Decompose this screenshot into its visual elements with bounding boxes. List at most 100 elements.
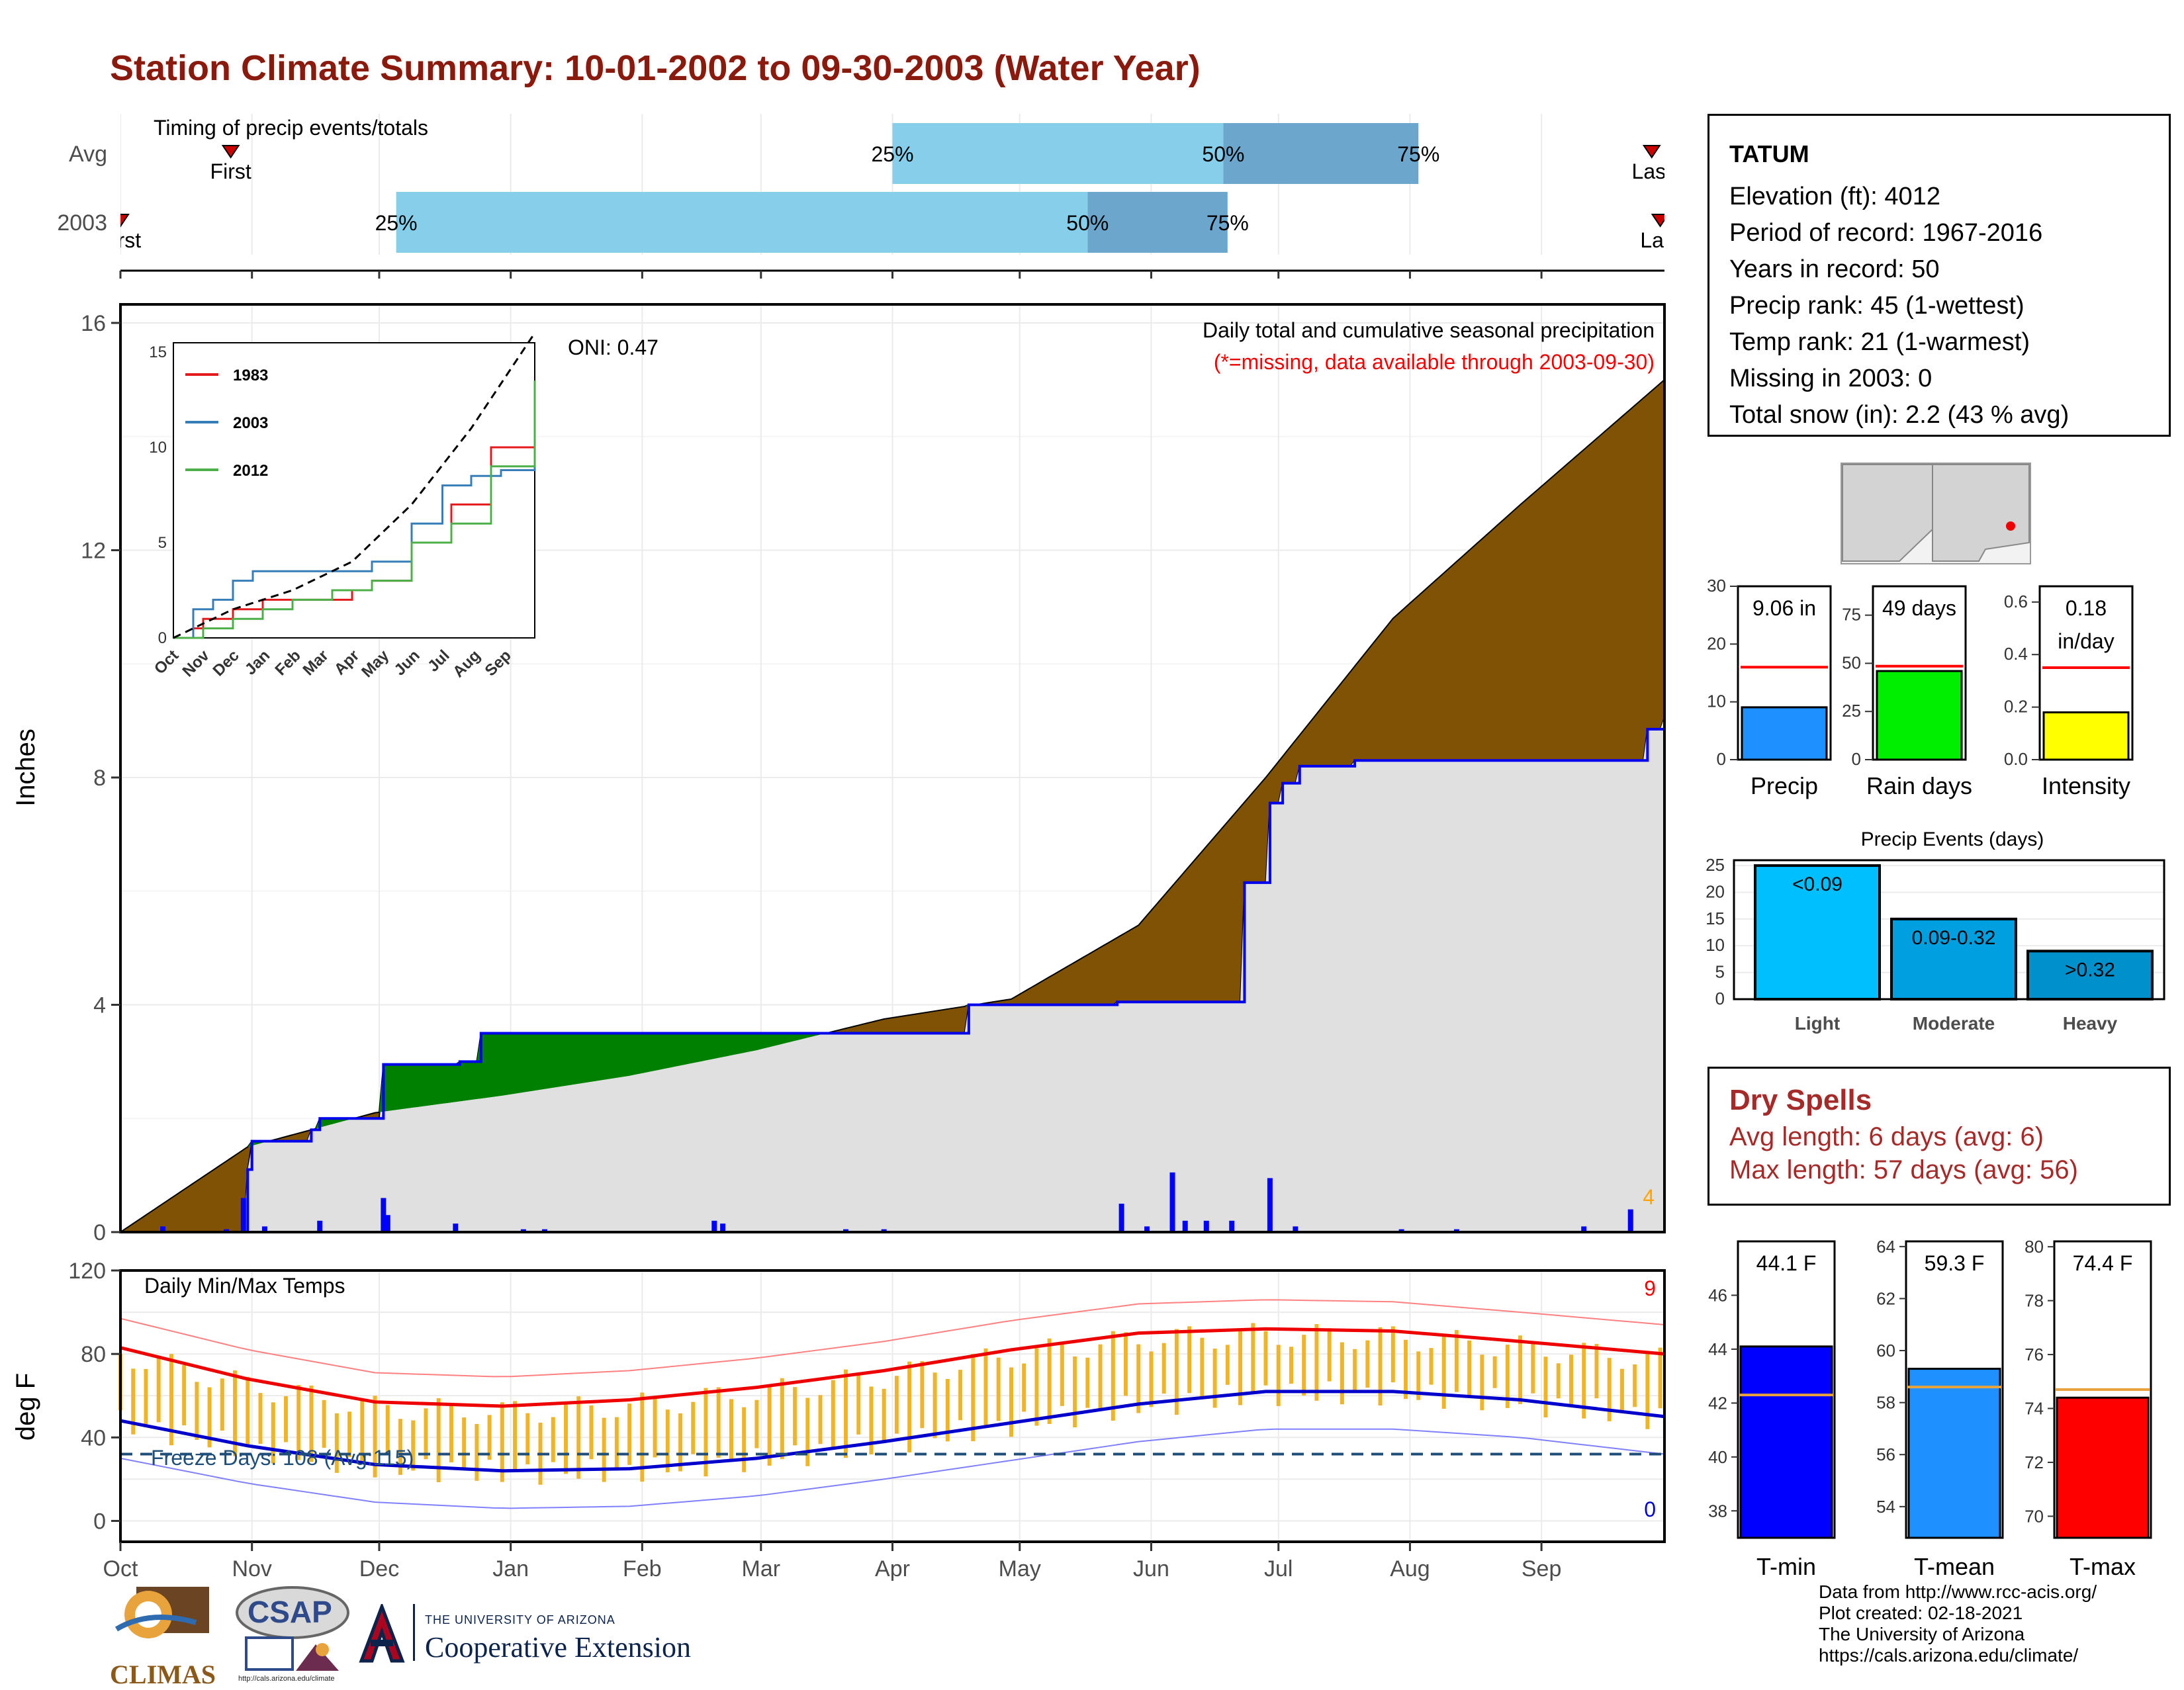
tmin-summary-tick-label: 42	[1708, 1393, 1727, 1413]
daily-temp-bar	[653, 1396, 657, 1458]
station-line: Elevation (ft): 4012	[1729, 183, 1940, 210]
daily-temp-bar	[144, 1368, 148, 1427]
daily-temp-bar	[869, 1386, 874, 1454]
inset-y-tick-label: 5	[158, 534, 167, 552]
precip-panel-title: Daily total and cumulative seasonal prec…	[1203, 318, 1655, 342]
daily-temp-bar	[1238, 1330, 1243, 1405]
precip-summary-bar	[1741, 706, 1828, 761]
daily-temp-bar	[1060, 1344, 1064, 1406]
temp-x-tick-label: Mar	[742, 1556, 781, 1581]
precip-y-tick-label: 4	[93, 993, 106, 1018]
daily-precip-bar	[1169, 1172, 1175, 1232]
daily-temp-bar	[1073, 1356, 1077, 1428]
min-extreme-count: 0	[1644, 1497, 1656, 1521]
precip-y-tick-label: 0	[93, 1220, 106, 1245]
intensity-summary-tick-label: 0.0	[2004, 749, 2028, 769]
daily-precip-bar	[1453, 1229, 1459, 1232]
daily-temp-bar	[831, 1380, 835, 1450]
timing-title: Timing of precip events/totals	[154, 116, 428, 140]
daily-temp-bar	[296, 1385, 301, 1460]
credit-line: Data from http://www.rcc-acis.org/	[1819, 1581, 2097, 1602]
precip-events-title: Precip Events (days)	[1861, 828, 2044, 850]
tmean-summary-bar	[1907, 1368, 2001, 1539]
daily-temp-bar	[907, 1361, 912, 1452]
tmax-summary-label: T-max	[2070, 1553, 2136, 1580]
daily-precip-bar	[541, 1229, 547, 1232]
timing-label-75: 75%	[1206, 211, 1249, 235]
daily-temp-bar	[475, 1423, 479, 1481]
rain-days-summary-tick-label: 75	[1842, 605, 1861, 625]
map-state-nm	[1932, 464, 2030, 562]
daily-temp-bar	[322, 1400, 326, 1448]
daily-temp-bar	[729, 1399, 733, 1460]
daily-precip-bar	[1118, 1204, 1124, 1232]
daily-precip-bar	[160, 1226, 166, 1232]
climas-text: CLIMAS	[110, 1660, 216, 1689]
daily-temp-bar	[640, 1392, 645, 1482]
rain-days-summary-bar	[1876, 670, 1963, 761]
inset-x-tick-label: Jul	[424, 646, 453, 676]
rain-days-summary-tick-label: 0	[1852, 749, 1861, 769]
last-marker	[1651, 214, 1670, 228]
intensity-summary-label: Intensity	[2042, 772, 2130, 799]
temp-x-tick-label: Nov	[232, 1556, 271, 1581]
daily-temp-bar	[1531, 1341, 1535, 1394]
daily-temp-bar	[1518, 1335, 1523, 1404]
precip-missing-note: (*=missing, data available through 2003-…	[1214, 350, 1655, 374]
daily-temp-bar	[1289, 1347, 1293, 1384]
daily-temp-bar	[1161, 1343, 1166, 1394]
daily-temp-bar	[1404, 1339, 1408, 1400]
dry-spells-max: Max length: 57 days (avg: 56)	[1729, 1155, 2078, 1184]
inset-series-line	[173, 464, 536, 639]
daily-temp-bar	[1263, 1331, 1268, 1386]
precip-summary-value-label: 9.06 in	[1752, 596, 1816, 620]
intensity-summary-bar	[2042, 711, 2130, 761]
daily-temp-bar	[1429, 1348, 1433, 1385]
precip-event-bar-label: 0.09-0.32	[1912, 927, 1996, 949]
timing-label-25: 25%	[375, 211, 418, 235]
location-map	[1841, 463, 2031, 564]
temp-x-tick-label: May	[999, 1556, 1041, 1581]
daily-precip-bar	[385, 1215, 390, 1232]
inset-x-tick-label: Jun	[390, 646, 423, 679]
events-tick-label: 0	[1715, 989, 1725, 1008]
inset-y-tick-label: 15	[149, 343, 167, 361]
daily-temp-bar	[856, 1374, 861, 1435]
daily-temp-bar	[373, 1396, 377, 1478]
daily-precip-bar	[381, 1198, 387, 1232]
daily-temp-bar	[678, 1413, 683, 1472]
inset-x-tick-label: Mar	[299, 646, 332, 679]
daily-temp-bar	[360, 1400, 365, 1462]
daily-precip-bar	[1627, 1209, 1633, 1232]
daily-temp-bar	[1480, 1355, 1484, 1411]
precip-summary-tick-label: 30	[1707, 576, 1726, 596]
daily-precip-bar	[261, 1226, 267, 1232]
tmax-summary-tick-label: 72	[2025, 1452, 2044, 1472]
daily-temp-bar	[1251, 1323, 1255, 1395]
daily-precip-bar	[1144, 1226, 1150, 1232]
inset-x-tick-label: Apr	[331, 646, 363, 678]
daily-precip-bar	[1293, 1226, 1298, 1232]
daily-temp-bar	[309, 1385, 314, 1462]
station-name: TATUM	[1729, 140, 1809, 167]
inset-x-tick-label: Jan	[242, 646, 273, 678]
daily-temp-bar	[246, 1376, 250, 1445]
daily-temp-bar	[334, 1413, 339, 1473]
station-line: Missing in 2003: 0	[1729, 365, 1933, 392]
timing-left-mask	[0, 107, 120, 255]
daily-precip-bar	[711, 1220, 717, 1232]
dry-spells-avg: Avg length: 6 days (avg: 6)	[1729, 1122, 2044, 1151]
daily-temp-bar	[1340, 1342, 1344, 1405]
daily-temp-bar	[971, 1354, 976, 1442]
daily-temp-bar	[424, 1408, 428, 1460]
daily-temp-bar	[1543, 1356, 1548, 1417]
intensity-summary-value-label: 0.18	[2066, 596, 2107, 620]
daily-temp-bar	[1098, 1344, 1103, 1409]
daily-temp-bar	[1200, 1337, 1205, 1400]
daily-precip-bar	[453, 1223, 459, 1232]
temp-x-tick-label: Jun	[1133, 1556, 1169, 1581]
events-tick-label: 15	[1706, 909, 1725, 928]
station-line: Total snow (in): 2.2 (43 % avg)	[1729, 401, 2070, 429]
daily-precip-bar	[1581, 1226, 1587, 1232]
tmin-summary-bar	[1739, 1345, 1833, 1539]
